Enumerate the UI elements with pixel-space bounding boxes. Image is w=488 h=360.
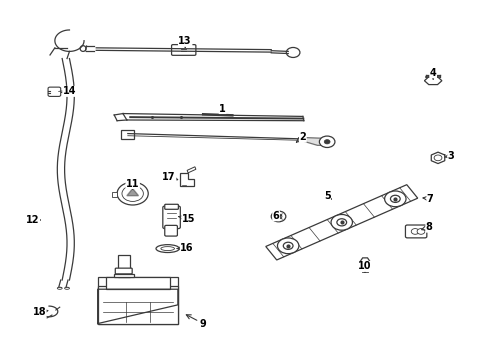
Polygon shape (187, 167, 196, 173)
Text: 16: 16 (177, 243, 193, 253)
FancyBboxPatch shape (121, 130, 133, 139)
Text: 14: 14 (61, 86, 76, 96)
Text: 13: 13 (178, 36, 191, 47)
FancyBboxPatch shape (405, 225, 426, 238)
Text: 6: 6 (272, 211, 281, 221)
Polygon shape (424, 77, 441, 85)
Circle shape (283, 242, 292, 249)
Polygon shape (98, 289, 178, 324)
Ellipse shape (156, 245, 179, 252)
Text: 7: 7 (422, 194, 433, 203)
Polygon shape (98, 277, 178, 289)
Ellipse shape (161, 247, 174, 251)
Text: 18: 18 (32, 307, 48, 317)
Circle shape (384, 191, 405, 207)
Circle shape (277, 238, 298, 254)
Circle shape (336, 219, 346, 226)
FancyBboxPatch shape (118, 255, 129, 277)
Circle shape (410, 229, 418, 234)
Polygon shape (180, 173, 194, 186)
FancyBboxPatch shape (164, 225, 177, 236)
Text: 12: 12 (26, 215, 41, 225)
FancyBboxPatch shape (98, 286, 178, 324)
Polygon shape (360, 258, 369, 265)
Circle shape (389, 195, 399, 202)
Text: 10: 10 (358, 261, 371, 271)
FancyBboxPatch shape (105, 277, 169, 289)
Circle shape (286, 48, 299, 58)
Text: 11: 11 (126, 179, 139, 189)
Polygon shape (302, 138, 322, 145)
Text: 1: 1 (219, 104, 225, 115)
Polygon shape (265, 185, 417, 260)
FancyBboxPatch shape (114, 274, 133, 277)
Text: 5: 5 (323, 191, 330, 201)
Circle shape (117, 182, 148, 205)
Text: 3: 3 (444, 151, 453, 161)
Text: 2: 2 (296, 132, 305, 142)
FancyBboxPatch shape (164, 204, 178, 209)
Text: 17: 17 (162, 172, 177, 182)
Circle shape (275, 214, 282, 219)
Polygon shape (126, 189, 138, 196)
Text: 9: 9 (186, 315, 206, 329)
FancyBboxPatch shape (163, 206, 180, 229)
Circle shape (319, 136, 334, 148)
Text: 15: 15 (178, 213, 195, 224)
FancyBboxPatch shape (171, 45, 196, 55)
Text: 4: 4 (429, 68, 436, 79)
FancyBboxPatch shape (115, 268, 132, 274)
Circle shape (271, 211, 285, 222)
Circle shape (324, 140, 329, 144)
Text: 8: 8 (421, 222, 432, 232)
Polygon shape (112, 192, 117, 197)
FancyBboxPatch shape (48, 87, 61, 96)
Circle shape (330, 215, 352, 230)
Circle shape (416, 229, 424, 234)
